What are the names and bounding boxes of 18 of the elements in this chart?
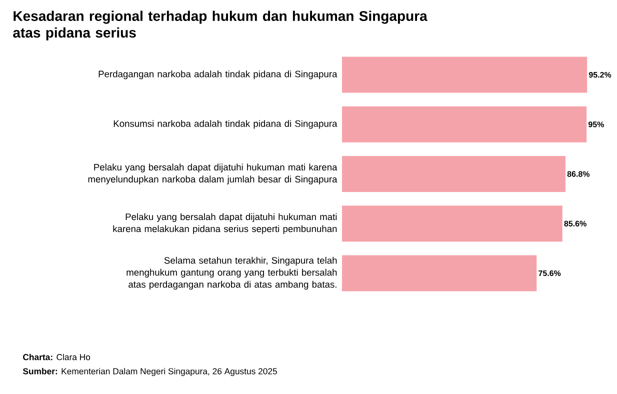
y-tick-label: Konsumsi narkoba adalah tindak pidana di Singapura xyxy=(114,120,338,129)
text: Kesadaran regional terhadap hukum dan hukuman Singapura atas pidana serius xyxy=(13,10,428,40)
data-label: 86.8% xyxy=(567,171,590,177)
data-label: 95.2% xyxy=(588,72,612,78)
bar xyxy=(342,156,566,192)
data-label: 95% xyxy=(588,122,604,128)
data-label: 75.6% xyxy=(538,270,561,276)
text: Sumber: Kementerian Dalam Negeri Singapura, 26 Agustus 2025 xyxy=(22,368,277,376)
y-tick-label: Selama setahun terakhir, Singapura telah menghukum gantung orang yang terbukti bersalah atas perdagangan narkoba di atas ambang batas. xyxy=(126,256,337,290)
bar xyxy=(342,56,588,93)
bar xyxy=(342,206,562,242)
y-tick-label: Perdagangan narkoba adalah tindak pidana di Singapura xyxy=(98,70,338,80)
y-tick-label: Pelaku yang bersalah dapat dijatuhi hukuman mati karena menyelundupkan narkoba dalam jumlah besar di Singapura xyxy=(88,164,338,184)
data-label: 85.6% xyxy=(564,220,586,226)
bar xyxy=(342,255,537,292)
y-tick-label: Pelaku yang bersalah dapat dijatuhi hukuman mati karena melakukan pidana serius seperti pembunuhan xyxy=(113,213,337,234)
bar xyxy=(342,106,587,142)
text: Charta: Clara Ho xyxy=(23,354,90,360)
